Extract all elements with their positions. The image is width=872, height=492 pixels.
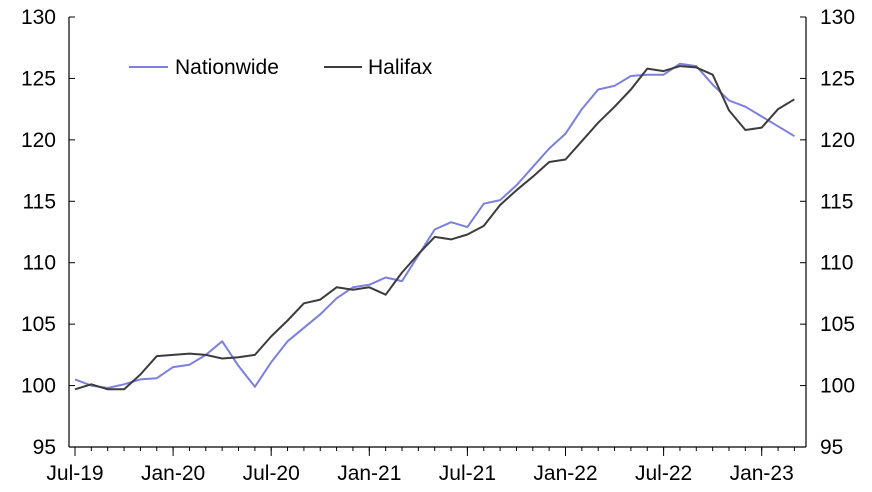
- y-tick-label-left: 120: [21, 129, 56, 152]
- chart-tick-labels: 95 95 100 100 105 105 110 110 115 115 120 120 125 125…: [21, 6, 855, 485]
- legend-label-halifax: Halifax: [368, 56, 433, 79]
- x-tick-label: Jul-22: [635, 462, 692, 485]
- x-tick-label: Jul-21: [439, 462, 496, 485]
- y-tick-label-left: 100: [21, 375, 56, 398]
- y-tick-label-right: 130: [820, 6, 855, 29]
- y-tick-label-right: 100: [820, 375, 855, 398]
- y-tick-label-left: 110: [23, 252, 56, 275]
- y-tick-label-right: 125: [820, 67, 855, 90]
- x-tick-label: Jan-22: [533, 462, 597, 485]
- x-tick-label: Jan-20: [141, 462, 205, 485]
- y-tick-label-right: 115: [820, 190, 853, 213]
- series-line-nationwide: [74, 62, 795, 389]
- legend-label-nationwide: Nationwide: [175, 56, 279, 79]
- y-tick-label-right: 95: [820, 436, 843, 459]
- y-tick-label-left: 125: [21, 67, 56, 90]
- chart-legend: Nationwide Halifax: [129, 56, 433, 79]
- y-tick-label-left: 115: [23, 190, 56, 213]
- y-tick-label-left: 95: [33, 436, 56, 459]
- y-tick-label-right: 105: [820, 313, 855, 336]
- x-tick-label: Jan-23: [730, 462, 794, 485]
- series-line-halifax: [74, 65, 795, 391]
- chart-axes: [68, 16, 807, 456]
- x-tick-label: Jan-21: [337, 462, 401, 485]
- chart-series-lines: [74, 62, 795, 391]
- y-tick-label-left: 130: [21, 6, 56, 29]
- y-tick-label-right: 110: [820, 252, 853, 275]
- y-tick-label-right: 120: [820, 129, 855, 152]
- y-tick-label-left: 105: [21, 313, 56, 336]
- x-tick-label: Jul-19: [46, 462, 103, 485]
- x-tick-label: Jul-20: [243, 462, 300, 485]
